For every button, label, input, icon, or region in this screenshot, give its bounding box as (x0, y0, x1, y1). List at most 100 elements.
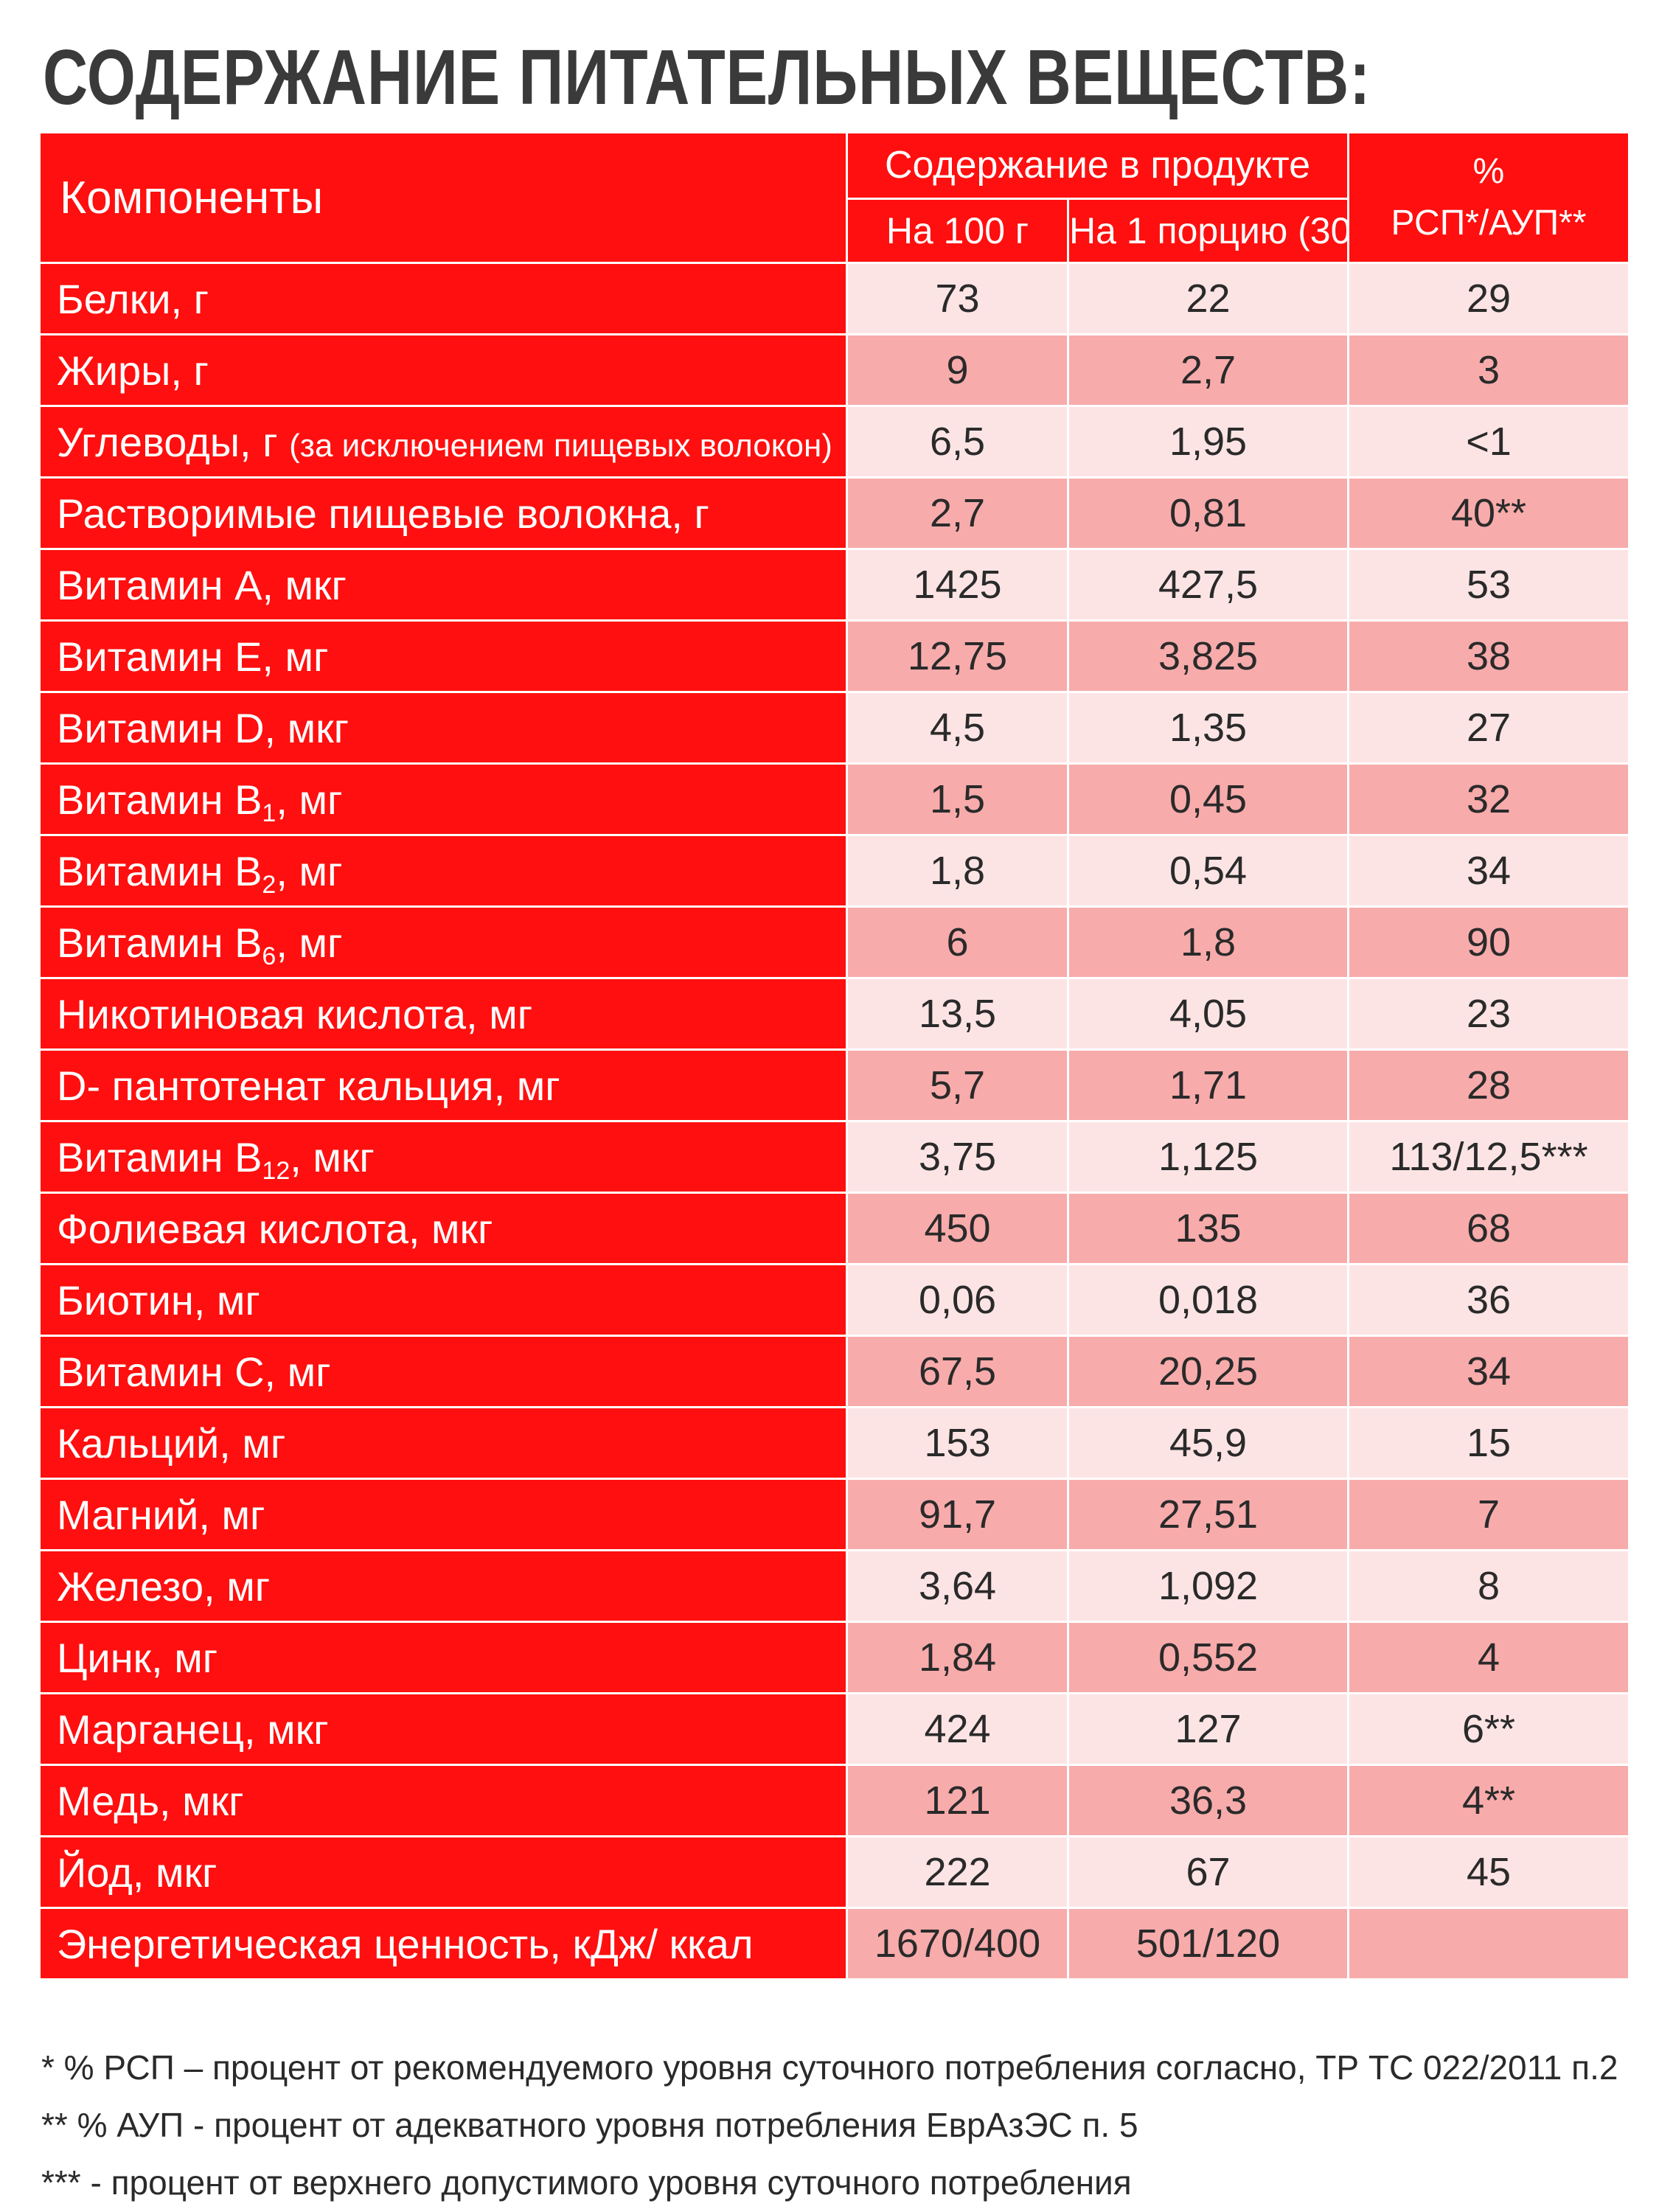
table-row: Растворимые пищевые волокна, г 2,7 0,81 40*… (38, 476, 1631, 550)
component-subscript: 6 (262, 942, 276, 970)
component-unit: , мг (276, 776, 343, 823)
component-label: D- пантотенат кальция, мг (57, 1062, 560, 1109)
value-per-serving: 1,35 (1066, 691, 1350, 765)
component-name: Кальций, мг (38, 1406, 848, 1480)
table-row: Витамин С, мг 67,5 20,25 34 (38, 1335, 1631, 1408)
table-row: Витамин B1, мг 1,5 0,45 32 (38, 762, 1631, 836)
value-per-serving: 1,8 (1066, 905, 1350, 979)
value-per-serving: 4,05 (1066, 977, 1350, 1051)
table-row: Витамин B6, мг 6 1,8 90 (38, 905, 1631, 979)
component-subscript: 1 (262, 799, 276, 827)
value-per-100g: 3,64 (846, 1549, 1069, 1623)
component-name: Витамин B12, мкг (38, 1120, 848, 1194)
component-subscript: 12 (262, 1156, 291, 1185)
value-per-100g: 91,7 (846, 1478, 1069, 1551)
value-per-100g: 3,75 (846, 1120, 1069, 1194)
component-name: Марганец, мкг (38, 1692, 848, 1766)
header-components: Компоненты (38, 131, 848, 264)
value-percent: 8 (1347, 1549, 1631, 1623)
component-name: Витамин B2, мг (38, 834, 848, 908)
component-name: Углеводы, г (за исключением пищевых воло… (38, 405, 848, 479)
value-per-serving: 67 (1066, 1835, 1350, 1909)
value-percent: 34 (1347, 1335, 1631, 1408)
component-name: Витамин D, мкг (38, 691, 848, 765)
value-per-serving: 2,7 (1066, 333, 1350, 407)
table-row: Марганец, мкг 424 127 6** (38, 1692, 1631, 1766)
component-label: Медь, мкг (57, 1777, 244, 1824)
value-per-100g: 450 (846, 1192, 1069, 1265)
value-per-100g: 5,7 (846, 1048, 1069, 1122)
value-per-100g: 1,5 (846, 762, 1069, 836)
value-per-serving: 20,25 (1066, 1335, 1350, 1408)
value-per-serving: 36,3 (1066, 1764, 1350, 1837)
component-name: Витамин А, мкг (38, 548, 848, 622)
component-name: Витамин С, мг (38, 1335, 848, 1408)
value-per-serving: 0,552 (1066, 1621, 1350, 1694)
component-name: Жиры, г (38, 333, 848, 407)
footnotes: * % РСП – процент от рекомендуемого уров… (41, 2039, 1641, 2211)
value-percent: <1 (1347, 405, 1631, 479)
component-name: Витамин B6, мг (38, 905, 848, 979)
component-label: Кальций, мг (57, 1419, 286, 1467)
component-unit: , мг (276, 919, 343, 966)
component-name: Растворимые пищевые волокна, г (38, 476, 848, 550)
header-per-100g: На 100 г (846, 197, 1069, 264)
component-label: Углеводы, г (57, 418, 278, 465)
component-label: Цинк, мг (57, 1634, 218, 1681)
value-per-serving: 45,9 (1066, 1406, 1350, 1480)
table-row: Железо, мг 3,64 1,092 8 (38, 1549, 1631, 1623)
value-percent: 4 (1347, 1621, 1631, 1694)
value-per-serving: 0,54 (1066, 834, 1350, 908)
value-per-serving: 22 (1066, 262, 1350, 335)
value-percent: 34 (1347, 834, 1631, 908)
table-row: Витамин B12, мкг 3,75 1,125 113/12,5*** (38, 1120, 1631, 1194)
component-name: Железо, мг (38, 1549, 848, 1623)
value-per-100g: 1,84 (846, 1621, 1069, 1694)
table-row: Жиры, г 9 2,7 3 (38, 333, 1631, 407)
value-per-100g: 0,06 (846, 1263, 1069, 1337)
table-row: Углеводы, г (за исключением пищевых воло… (38, 405, 1631, 479)
component-unit: , мкг (290, 1133, 375, 1180)
value-percent: 40** (1347, 476, 1631, 550)
component-name: D- пантотенат кальция, мг (38, 1048, 848, 1122)
component-label: Витамин B (57, 1133, 262, 1180)
table-row: Медь, мкг 121 36,3 4** (38, 1764, 1631, 1837)
nutrition-table: Компоненты Содержание в продукте % РСП*/… (38, 131, 1631, 1980)
value-percent (1347, 1907, 1631, 1980)
value-per-serving: 27,51 (1066, 1478, 1350, 1551)
table-row: Кальций, мг 153 45,9 15 (38, 1406, 1631, 1480)
table-row: Витамин B2, мг 1,8 0,54 34 (38, 834, 1631, 908)
header-percent-symbol: % (1472, 152, 1505, 191)
table-body: Белки, г 73 22 29 Жиры, г 9 2,7 3 Углеводы, г (з… (38, 262, 1631, 1980)
value-percent: 68 (1347, 1192, 1631, 1265)
component-name: Витамин Е, мг (38, 619, 848, 693)
value-per-100g: 222 (846, 1835, 1069, 1909)
value-per-100g: 1,8 (846, 834, 1069, 908)
value-per-100g: 9 (846, 333, 1069, 407)
component-label: Белки, г (57, 275, 209, 322)
value-per-100g: 73 (846, 262, 1069, 335)
component-label: Витамин B (57, 847, 262, 894)
component-name: Энергетическая ценность, кДж/ ккал (38, 1907, 848, 1980)
value-per-serving: 1,125 (1066, 1120, 1350, 1194)
component-label: Никотиновая кислота, мг (57, 990, 533, 1037)
value-percent: 15 (1347, 1406, 1631, 1480)
component-label: Витамин D, мкг (57, 704, 349, 751)
component-name: Витамин B1, мг (38, 762, 848, 836)
table-row: Йод, мкг 222 67 45 (38, 1835, 1631, 1909)
component-note: (за исключением пищевых волокон) (289, 427, 832, 464)
value-per-100g: 2,7 (846, 476, 1069, 550)
value-per-100g: 6 (846, 905, 1069, 979)
component-name: Фолиевая кислота, мкг (38, 1192, 848, 1265)
component-label: Растворимые пищевые волокна, г (57, 490, 709, 537)
value-percent: 45 (1347, 1835, 1631, 1909)
value-per-serving: 501/120 (1066, 1907, 1350, 1980)
component-label: Витамин Е, мг (57, 633, 329, 680)
table-row: D- пантотенат кальция, мг 5,7 1,71 28 (38, 1048, 1631, 1122)
component-label: Йод, мкг (57, 1848, 218, 1896)
component-name: Медь, мкг (38, 1764, 848, 1837)
value-percent: 90 (1347, 905, 1631, 979)
header-content: Содержание в продукте (845, 131, 1350, 200)
component-name: Цинк, мг (38, 1621, 848, 1694)
table-row: Белки, г 73 22 29 (38, 262, 1631, 335)
